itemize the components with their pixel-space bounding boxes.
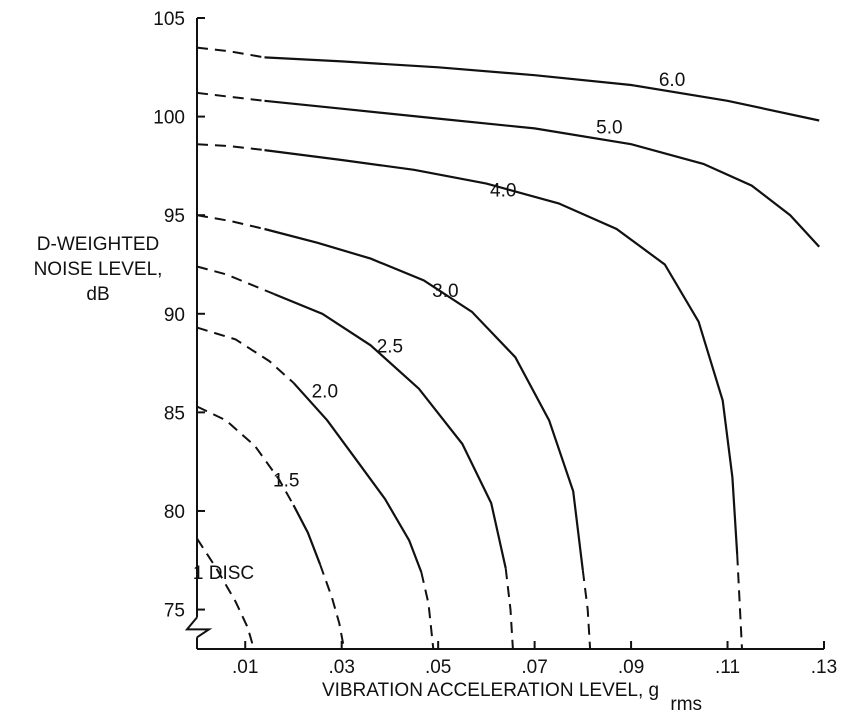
curve-2-5-dashed-end — [504, 568, 514, 650]
curve-2-0-dashed-start — [196, 326, 295, 384]
curve-5-0-dashed-start — [196, 91, 265, 102]
x-tick-label: .01 — [232, 657, 258, 678]
y-axis-title-line-1: D-WEIGHTED — [36, 234, 160, 255]
x-axis-title-main: VIBRATION ACCELERATION LEVEL, g — [322, 680, 659, 701]
y-axis-title-line-3: dB — [86, 284, 110, 305]
curve-2-0-solid — [292, 382, 423, 573]
y-tick-label: 95 — [164, 206, 185, 227]
x-tick-label: .07 — [521, 657, 547, 678]
curve-1-5-solid — [292, 504, 322, 565]
y-axis-title: D-WEIGHTED NOISE LEVEL, dB — [4, 232, 192, 307]
curve-4-0-dashed-end — [736, 554, 743, 650]
curve-3-0-dashed-start — [196, 214, 265, 230]
x-tick-label: .09 — [618, 657, 644, 678]
y-tick-label: 105 — [153, 9, 185, 30]
y-axis-title-line-2: NOISE LEVEL, — [33, 259, 163, 280]
curve-1-5-dashed-end — [319, 563, 346, 650]
curve-6-0-dashed-start — [196, 46, 265, 59]
curve-labels: 1 DISC 1.5 2.0 2.5 3.0 4.0 5.0 6.0 — [193, 70, 685, 584]
curve-6-0-solid — [264, 56, 820, 122]
curve-2-0-dashed-end — [420, 571, 435, 650]
y-tick-label: 80 — [164, 502, 185, 523]
x-tick-label: .11 — [715, 657, 740, 678]
x-axis-title-subscript: rms — [670, 694, 702, 715]
axes: 75 80 85 90 95 100 105 .01 .03 .05 .07 .09 .11 .13 — [153, 9, 837, 678]
curve-label-2-0: 2.0 — [312, 382, 338, 403]
curve-4-0-dashed-start — [196, 143, 265, 152]
y-tick-label: 75 — [164, 601, 185, 622]
curve-3-0-dashed-end — [581, 569, 592, 650]
y-tick-label: 85 — [164, 403, 185, 424]
curve-3-0-solid — [264, 227, 584, 571]
curve-4-0-solid — [264, 149, 739, 555]
curves — [196, 46, 821, 650]
curve-1-5-dashed-start — [196, 405, 295, 506]
y-axis-break-mark — [184, 616, 213, 639]
y-tick-label: 90 — [164, 305, 185, 326]
y-tick-label: 100 — [153, 108, 185, 129]
x-axis-title: VIBRATION ACCELERATION LEVEL, g rms — [322, 680, 702, 715]
curve-2-5-dashed-start — [196, 265, 275, 296]
curve-label-5-0: 5.0 — [596, 117, 622, 138]
curve-label-6-0: 6.0 — [659, 70, 685, 91]
curve-5-0-solid — [264, 99, 821, 248]
x-tick-label: .13 — [811, 657, 837, 678]
curve-2-5-solid — [273, 293, 507, 569]
curve-label-1-5: 1.5 — [273, 470, 299, 491]
curve-1-disc-dashed-start — [196, 538, 255, 650]
curve-label-4-0: 4.0 — [490, 181, 516, 202]
x-tick-label: .03 — [328, 657, 354, 678]
curve-label-2-5: 2.5 — [377, 336, 403, 357]
x-tick-label: .05 — [425, 657, 451, 678]
curve-label-3-0: 3.0 — [432, 281, 458, 302]
curve-label-1-disc: 1 DISC — [193, 563, 254, 584]
